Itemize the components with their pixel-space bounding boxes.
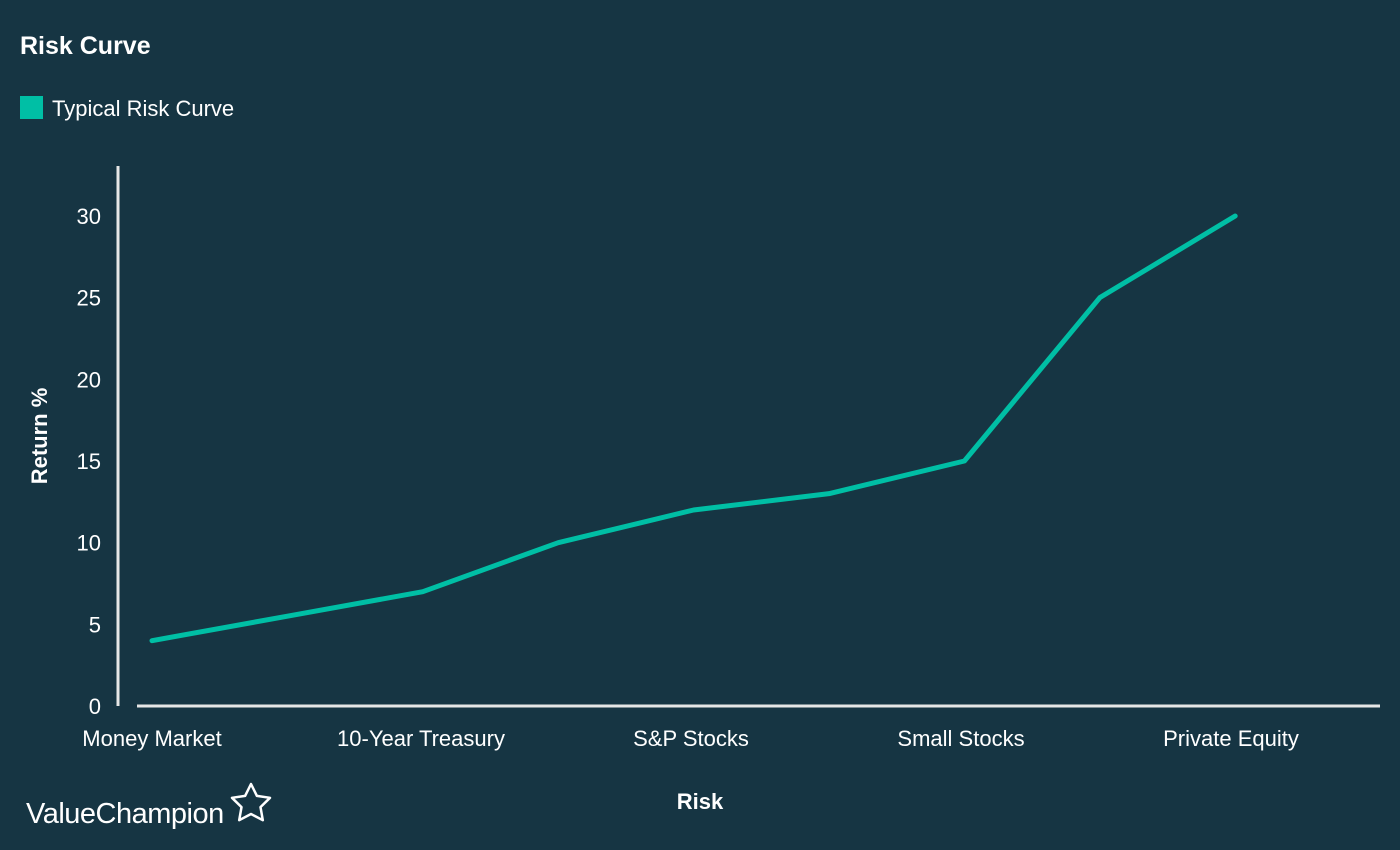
x-tick-label: Money Market: [82, 726, 221, 751]
x-axis-label: Risk: [677, 789, 724, 814]
y-tick-label: 20: [77, 367, 101, 392]
y-ticks: 0 5 10 15 20 25 30: [77, 204, 101, 719]
series-line-typical-risk-curve: [149, 213, 1238, 644]
y-tick-label: 25: [77, 286, 101, 311]
chart-title: Risk Curve: [20, 32, 151, 60]
x-tick-label: S&P Stocks: [633, 726, 749, 751]
y-tick-label: 15: [77, 449, 101, 474]
star-outline-icon: [230, 782, 272, 822]
x-tick-label: 10-Year Treasury: [337, 726, 505, 751]
x-ticks: Money Market 10-Year Treasury S&P Stocks Sm…: [82, 726, 1299, 751]
y-tick-label: 30: [77, 204, 101, 229]
brand-logo: ValueChampion: [26, 782, 272, 830]
y-axis-label: Return %: [27, 388, 52, 485]
brand-name: ValueChampion: [26, 798, 224, 830]
x-tick-label: Private Equity: [1163, 726, 1299, 751]
y-tick-label: 5: [89, 612, 101, 637]
y-tick-label: 0: [89, 694, 101, 719]
y-tick-label: 10: [77, 531, 101, 556]
legend-label: Typical Risk Curve: [52, 96, 234, 121]
legend-swatch: [20, 96, 43, 119]
x-tick-label: Small Stocks: [897, 726, 1024, 751]
